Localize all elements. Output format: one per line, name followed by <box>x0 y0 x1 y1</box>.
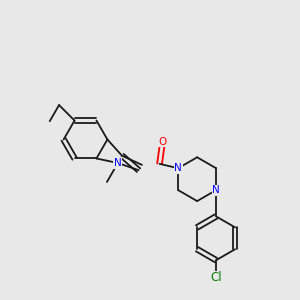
Text: N: N <box>212 185 220 195</box>
Text: N: N <box>114 158 122 168</box>
Text: Cl: Cl <box>210 271 222 284</box>
Text: N: N <box>174 163 182 173</box>
Text: O: O <box>158 137 167 147</box>
